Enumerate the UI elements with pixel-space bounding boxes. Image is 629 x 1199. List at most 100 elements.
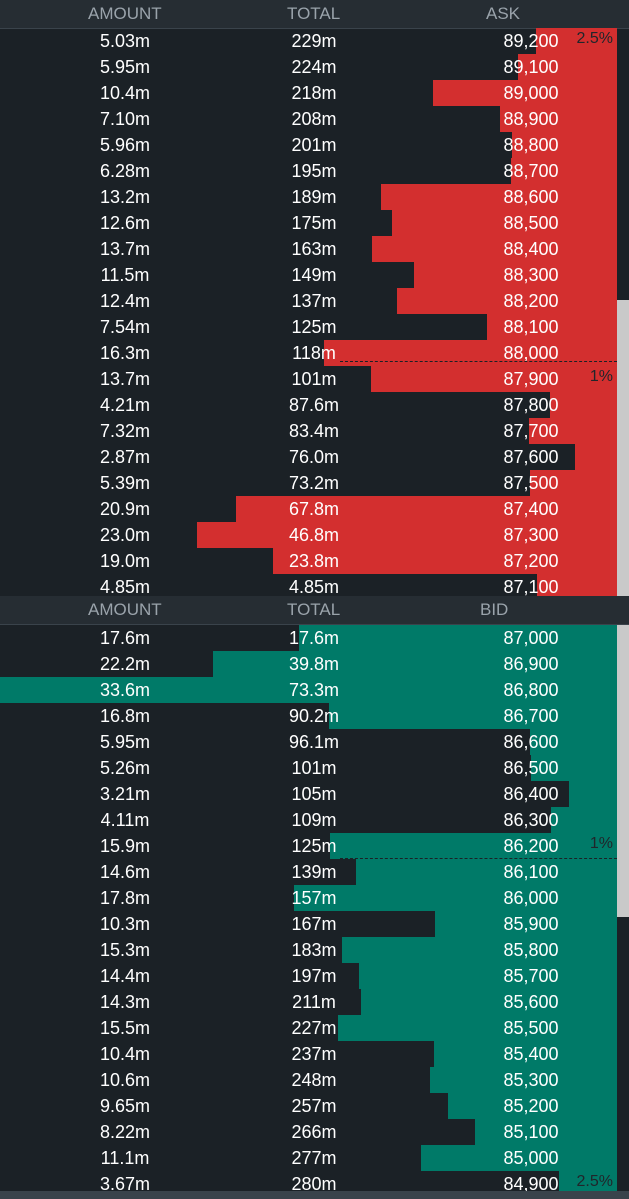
ask-row[interactable]: 6.28m 195m 88,700 bbox=[0, 158, 629, 184]
ask-price-cell: 88,800 bbox=[503, 135, 559, 155]
bid-row[interactable]: 11.1m 277m 85,000 bbox=[0, 1145, 629, 1171]
bid-total-cell: 96.1m bbox=[288, 732, 340, 752]
bid-total-cell: 211m bbox=[292, 992, 336, 1012]
bid-1pct-marker bbox=[340, 858, 617, 859]
ask-price-header: ASK bbox=[486, 4, 521, 23]
ask-price-cell: 87,300 bbox=[503, 525, 559, 545]
ask-row[interactable]: 19.0m 23.8m 87,200 bbox=[0, 548, 629, 574]
bid-amount-cell: 17.6m bbox=[99, 628, 151, 648]
bid-amount-cell: 9.65m bbox=[99, 1096, 151, 1116]
bid-depth-bar bbox=[475, 1119, 617, 1145]
bid-total-header: TOTAL bbox=[287, 600, 341, 619]
bid-price-cell: 85,600 bbox=[503, 992, 559, 1012]
bid-depth-bar bbox=[359, 963, 617, 989]
bid-total-cell: 280m bbox=[291, 1174, 337, 1191]
bid-row[interactable]: 15.3m 183m 85,800 bbox=[0, 937, 629, 963]
ask-row[interactable]: 12.6m 175m 88,500 bbox=[0, 210, 629, 236]
ask-total-cell: 218m bbox=[291, 83, 337, 103]
bid-price-cell: 86,100 bbox=[503, 862, 559, 882]
bid-price-cell: 86,000 bbox=[503, 888, 559, 908]
ask-price-cell: 88,600 bbox=[503, 187, 559, 207]
ask-depth-bar bbox=[500, 106, 617, 132]
bid-total-cell: 39.8m bbox=[288, 654, 340, 674]
ask-price-cell: 88,400 bbox=[503, 239, 559, 259]
bid-row[interactable]: 33.6m 73.3m 86,800 bbox=[0, 677, 629, 703]
bid-depth-bar bbox=[213, 651, 617, 677]
ask-amount-cell: 7.10m bbox=[99, 109, 151, 129]
bid-row[interactable]: 15.5m 227m 85,500 bbox=[0, 1015, 629, 1041]
ask-price-cell: 89,000 bbox=[503, 83, 559, 103]
ask-row[interactable]: 11.5m 149m 88,300 bbox=[0, 262, 629, 288]
ask-row[interactable]: 5.39m 73.2m 87,500 bbox=[0, 470, 629, 496]
ask-total-cell: 76.0m bbox=[288, 447, 340, 467]
ask-row[interactable]: 13.2m 189m 88,600 bbox=[0, 184, 629, 210]
ask-row[interactable]: 2.87m 76.0m 87,600 bbox=[0, 444, 629, 470]
ask-depth-bar bbox=[530, 470, 617, 496]
ask-row[interactable]: 20.9m 67.8m 87,400 bbox=[0, 496, 629, 522]
ask-row[interactable]: 4.21m 87.6m 87,800 bbox=[0, 392, 629, 418]
bid-row[interactable]: 14.3m 211m 85,600 bbox=[0, 989, 629, 1015]
bid-row[interactable]: 15.9m 125m 86,200 1% bbox=[0, 833, 629, 859]
ask-row[interactable]: 13.7m 163m 88,400 bbox=[0, 236, 629, 262]
bid-total-cell: 139m bbox=[291, 862, 337, 882]
bid-scrollbar[interactable] bbox=[617, 625, 629, 917]
bid-total-cell: 197m bbox=[291, 966, 337, 986]
ask-row[interactable]: 7.32m 83.4m 87,700 bbox=[0, 418, 629, 444]
bid-total-cell: 17.6m bbox=[288, 628, 340, 648]
bid-depth-bar bbox=[329, 703, 617, 729]
bid-depth-bar bbox=[342, 937, 617, 963]
ask-depth-bar bbox=[536, 28, 617, 54]
bid-row[interactable]: 10.3m 167m 85,900 bbox=[0, 911, 629, 937]
bid-row[interactable]: 14.4m 197m 85,700 bbox=[0, 963, 629, 989]
bid-price-cell: 85,700 bbox=[503, 966, 559, 986]
bid-row[interactable]: 10.4m 237m 85,400 bbox=[0, 1041, 629, 1067]
bid-row[interactable]: 10.6m 248m 85,300 bbox=[0, 1067, 629, 1093]
bid-price-cell: 86,800 bbox=[503, 680, 559, 700]
ask-amount-cell: 23.0m bbox=[99, 525, 151, 545]
ask-row[interactable]: 5.03m 229m 89,200 2.5% bbox=[0, 28, 629, 54]
bid-price-cell: 86,900 bbox=[503, 654, 559, 674]
bid-row[interactable]: 17.8m 157m 86,000 bbox=[0, 885, 629, 911]
bid-row[interactable]: 3.21m 105m 86,400 bbox=[0, 781, 629, 807]
bid-row[interactable]: 16.8m 90.2m 86,700 bbox=[0, 703, 629, 729]
ask-row[interactable]: 4.85m 4.85m 87,100 bbox=[0, 574, 629, 596]
ask-price-cell: 88,100 bbox=[503, 317, 559, 337]
ask-total-cell: 208m bbox=[291, 109, 337, 129]
ask-scrollbar[interactable] bbox=[617, 300, 629, 596]
ask-amount-cell: 5.96m bbox=[99, 135, 151, 155]
ask-row[interactable]: 10.4m 218m 89,000 bbox=[0, 80, 629, 106]
bid-row[interactable]: 4.11m 109m 86,300 bbox=[0, 807, 629, 833]
bid-row[interactable]: 5.26m 101m 86,500 bbox=[0, 755, 629, 781]
bid-row[interactable]: 14.6m 139m 86,100 bbox=[0, 859, 629, 885]
ask-row[interactable]: 5.96m 201m 88,800 bbox=[0, 132, 629, 158]
bid-row[interactable]: 5.95m 96.1m 86,600 bbox=[0, 729, 629, 755]
bid-depth-bar bbox=[0, 677, 617, 703]
bid-row[interactable]: 9.65m 257m 85,200 bbox=[0, 1093, 629, 1119]
ask-row[interactable]: 13.7m 101m 87,900 1% bbox=[0, 366, 629, 392]
ask-total-cell: 229m bbox=[291, 31, 337, 51]
ask-row[interactable]: 23.0m 46.8m 87,300 bbox=[0, 522, 629, 548]
bid-row[interactable]: 22.2m 39.8m 86,900 bbox=[0, 651, 629, 677]
bid-amount-cell: 10.3m bbox=[99, 914, 151, 934]
ask-depth-bar bbox=[392, 210, 617, 236]
bid-amount-cell: 3.21m bbox=[99, 784, 151, 804]
ask-amount-cell: 10.4m bbox=[99, 83, 151, 103]
ask-row[interactable]: 16.3m 118m 88,000 bbox=[0, 340, 629, 366]
ask-row[interactable]: 7.54m 125m 88,100 bbox=[0, 314, 629, 340]
ask-row[interactable]: 12.4m 137m 88,200 bbox=[0, 288, 629, 314]
bid-total-cell: 125m bbox=[291, 836, 337, 856]
ask-amount-cell: 19.0m bbox=[99, 551, 151, 571]
bid-price-cell: 84,900 bbox=[503, 1174, 559, 1191]
bid-row[interactable]: 3.67m 280m 84,900 2.5% bbox=[0, 1171, 629, 1191]
ask-row[interactable]: 5.95m 224m 89,100 bbox=[0, 54, 629, 80]
ask-price-cell: 87,500 bbox=[503, 473, 559, 493]
bid-amount-cell: 5.26m bbox=[99, 758, 151, 778]
bid-depth-bar bbox=[435, 911, 617, 937]
bid-row[interactable]: 8.22m 266m 85,100 bbox=[0, 1119, 629, 1145]
ask-total-cell: 137m bbox=[291, 291, 337, 311]
ask-depth-bar bbox=[414, 262, 617, 288]
bid-amount-cell: 5.95m bbox=[99, 732, 151, 752]
bid-row[interactable]: 17.6m 17.6m 87,000 bbox=[0, 625, 629, 651]
ask-depth-bar bbox=[381, 184, 617, 210]
ask-row[interactable]: 7.10m 208m 88,900 bbox=[0, 106, 629, 132]
